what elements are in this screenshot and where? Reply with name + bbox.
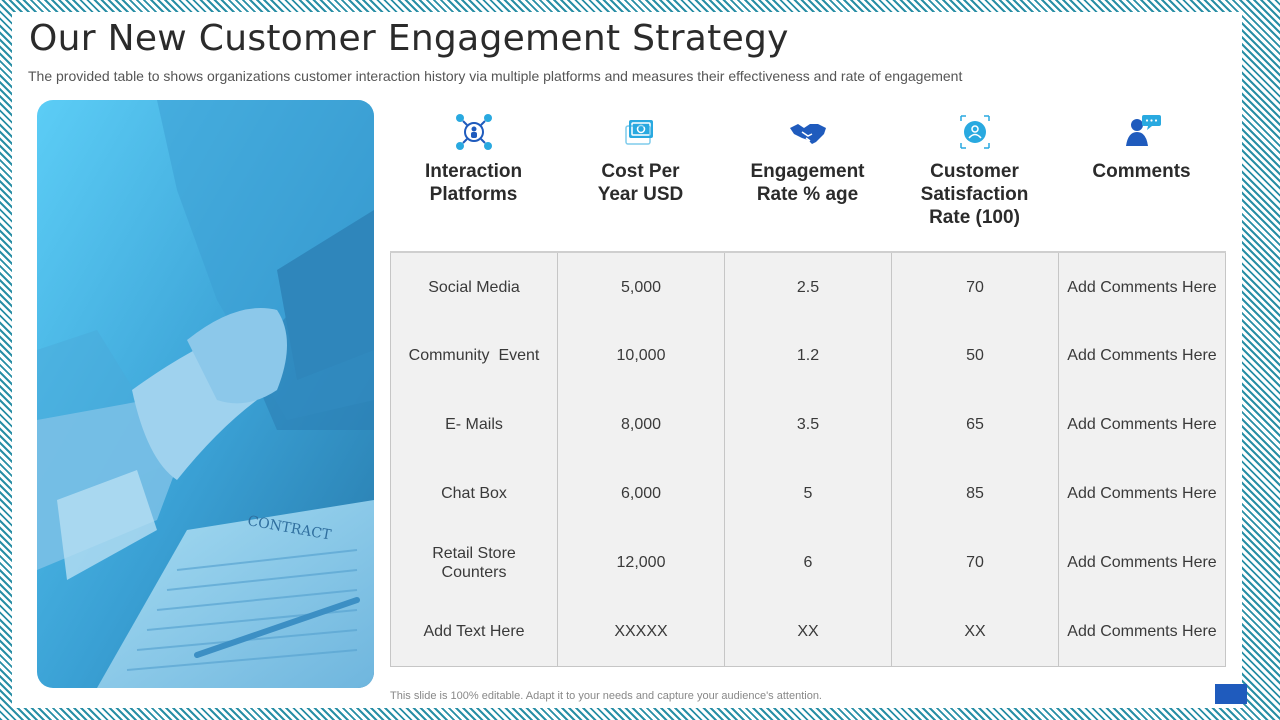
cell-satisfaction: 50 [891,321,1059,390]
table-row: Community Event 10,000 1.2 50 Add Commen… [390,321,1226,390]
header-engagement-rate: Engagement Rate % age [724,112,891,252]
header-cost-per-year: Cost Per Year USD [557,112,724,252]
data-table: Social Media 5,000 2.5 70 Add Comments H… [390,251,1226,667]
cell-comments: Add Comments Here [1058,321,1226,390]
money-bill-icon [624,120,653,145]
table-row: E- Mails 8,000 3.5 65 Add Comments Here [390,390,1226,459]
cell-comments: Add Comments Here [1058,459,1226,528]
footer-note: This slide is 100% editable. Adapt it to… [390,690,822,702]
cell-satisfaction: 70 [891,252,1059,321]
cell-platform: Retail Store Counters [390,528,558,597]
cell-satisfaction: XX [891,597,1059,666]
header-comments: Comments [1058,112,1225,252]
cell-satisfaction: 65 [891,390,1059,459]
table-row: Add Text Here XXXXX XX XX Add Comments H… [390,597,1226,666]
cell-engagement: 5 [724,459,892,528]
cell-platform: Community Event [390,321,558,390]
cell-cost: XXXXX [557,597,725,666]
cell-satisfaction: 85 [891,459,1059,528]
cell-platform: Chat Box [390,459,558,528]
cell-platform: E- Mails [390,390,558,459]
cell-cost: 6,000 [557,459,725,528]
handshake-icon [789,124,826,144]
table-row: Social Media 5,000 2.5 70 Add Comments H… [390,252,1226,321]
cell-engagement: 3.5 [724,390,892,459]
header-interaction-platforms: Interaction Platforms [390,112,557,252]
cell-comments: Add Comments Here [1058,528,1226,597]
network-people-icon [455,114,492,150]
cell-cost: 5,000 [557,252,725,321]
slide: Our New Customer Engagement Strategy The… [12,12,1242,708]
cell-comments: Add Comments Here [1058,390,1226,459]
header-label: Cost Per Year USD [597,161,684,205]
cell-comments: Add Comments Here [1058,597,1226,666]
table-row: Chat Box 6,000 5 85 Add Comments Here [390,459,1226,528]
cell-engagement: 2.5 [724,252,892,321]
corner-accent-square [1215,684,1247,704]
cell-engagement: 6 [724,528,892,597]
cell-comments: Add Comments Here [1058,252,1226,321]
header-label: Comments [1092,161,1191,182]
handshake-photo: CONTRACT [37,100,374,688]
page-subtitle: The provided table to shows organization… [28,68,963,84]
cell-platform: Social Media [390,252,558,321]
cell-cost: 8,000 [557,390,725,459]
header-label: Interaction Platforms [424,161,523,205]
page-title: Our New Customer Engagement Strategy [29,18,789,59]
cell-platform: Add Text Here [390,597,558,666]
header-label: Customer Satisfaction Rate (100) [920,161,1029,228]
cell-engagement: 1.2 [724,321,892,390]
header-label: Engagement Rate % age [750,161,865,205]
user-speech-bubble-icon [1125,115,1161,146]
cell-cost: 12,000 [557,528,725,597]
table-row: Retail Store Counters 12,000 6 70 Add Co… [390,528,1226,597]
cell-cost: 10,000 [557,321,725,390]
cell-satisfaction: 70 [891,528,1059,597]
header-customer-satisfaction: Customer Satisfaction Rate (100) [891,112,1058,252]
customer-badge-icon [959,115,990,149]
table-header: Interaction Platforms Cost Per Year USD … [390,112,1226,252]
cell-engagement: XX [724,597,892,666]
